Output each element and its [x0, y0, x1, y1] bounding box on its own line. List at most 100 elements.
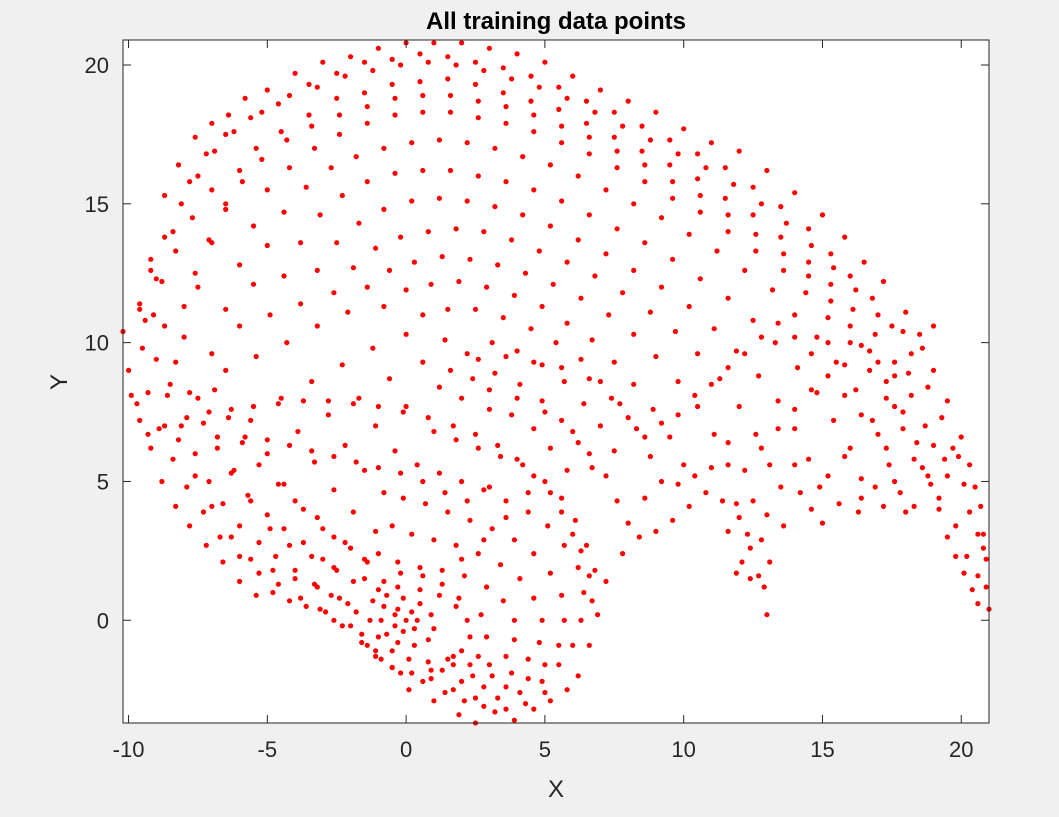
- data-point: [825, 315, 831, 321]
- data-point: [336, 131, 343, 137]
- data-point: [361, 467, 368, 473]
- data-point: [353, 459, 359, 465]
- data-point: [209, 120, 215, 126]
- data-point: [220, 559, 226, 565]
- data-point: [667, 434, 673, 440]
- data-point: [264, 187, 270, 193]
- data-point: [486, 45, 492, 51]
- data-point: [378, 656, 384, 662]
- data-point: [531, 426, 537, 432]
- data-point: [531, 112, 537, 118]
- data-point: [481, 537, 487, 543]
- data-point: [409, 531, 415, 537]
- data-point: [861, 259, 867, 265]
- data-point: [173, 248, 179, 254]
- data-point: [892, 359, 898, 365]
- data-point: [936, 495, 942, 501]
- data-point: [450, 662, 456, 668]
- data-point: [384, 592, 390, 598]
- data-point: [461, 698, 467, 704]
- data-point: [911, 503, 917, 509]
- data-point: [561, 542, 567, 548]
- data-point: [980, 545, 987, 551]
- data-point: [392, 170, 398, 176]
- data-point: [975, 531, 981, 537]
- data-point: [137, 306, 143, 312]
- data-point: [753, 248, 759, 254]
- data-point: [314, 323, 320, 329]
- data-point: [284, 137, 290, 143]
- data-point: [431, 626, 437, 632]
- data-point: [292, 70, 298, 76]
- data-point: [292, 576, 298, 582]
- data-point: [237, 553, 243, 560]
- data-point: [545, 523, 551, 529]
- data-point: [311, 581, 318, 587]
- data-point: [417, 564, 423, 571]
- data-point: [164, 392, 170, 398]
- data-point: [717, 376, 723, 382]
- data-point: [425, 659, 431, 665]
- data-point: [223, 367, 229, 373]
- data-point: [470, 376, 476, 382]
- data-point: [900, 426, 906, 432]
- data-point: [819, 520, 826, 526]
- data-point: [267, 312, 273, 318]
- data-point: [586, 573, 592, 579]
- data-point: [900, 409, 906, 415]
- data-point: [653, 528, 659, 535]
- data-point: [509, 76, 515, 82]
- data-point: [775, 398, 781, 404]
- data-point: [586, 451, 592, 457]
- data-point: [511, 617, 517, 623]
- data-point: [578, 295, 584, 301]
- data-point: [300, 398, 306, 404]
- data-point: [489, 526, 495, 532]
- data-point: [697, 192, 703, 199]
- data-point: [364, 104, 370, 110]
- data-point: [436, 384, 442, 390]
- data-point: [975, 601, 981, 607]
- data-point: [620, 551, 626, 557]
- data-point: [742, 351, 748, 357]
- data-point: [500, 598, 506, 604]
- data-point: [892, 373, 898, 379]
- data-point: [256, 539, 262, 546]
- data-point: [575, 564, 581, 571]
- data-point: [170, 456, 176, 462]
- x-axis-label: X: [548, 776, 564, 803]
- data-point: [484, 584, 490, 590]
- data-point: [847, 445, 853, 451]
- data-point: [847, 273, 853, 279]
- data-point: [389, 523, 395, 529]
- data-point: [509, 237, 515, 243]
- data-point: [928, 481, 934, 487]
- data-point: [964, 553, 970, 560]
- data-point: [309, 553, 315, 560]
- data-point: [575, 237, 581, 243]
- data-point: [447, 367, 454, 373]
- data-point: [206, 478, 212, 485]
- data-point: [264, 512, 270, 518]
- data-point: [972, 484, 978, 490]
- data-point: [842, 392, 848, 398]
- data-point: [453, 226, 459, 232]
- data-point: [420, 92, 426, 99]
- data-point: [814, 390, 820, 396]
- data-point: [603, 187, 609, 193]
- data-point: [242, 434, 248, 440]
- data-point: [439, 567, 445, 573]
- data-point: [647, 309, 654, 315]
- data-point: [606, 312, 612, 318]
- data-point: [459, 395, 465, 401]
- data-point: [464, 140, 470, 146]
- data-point: [620, 123, 626, 129]
- data-point: [472, 59, 479, 65]
- data-point: [381, 490, 387, 496]
- data-point: [581, 589, 587, 596]
- data-point: [511, 537, 517, 543]
- y-axis-label: Y: [46, 374, 73, 390]
- data-point: [237, 578, 243, 585]
- data-point: [256, 570, 262, 576]
